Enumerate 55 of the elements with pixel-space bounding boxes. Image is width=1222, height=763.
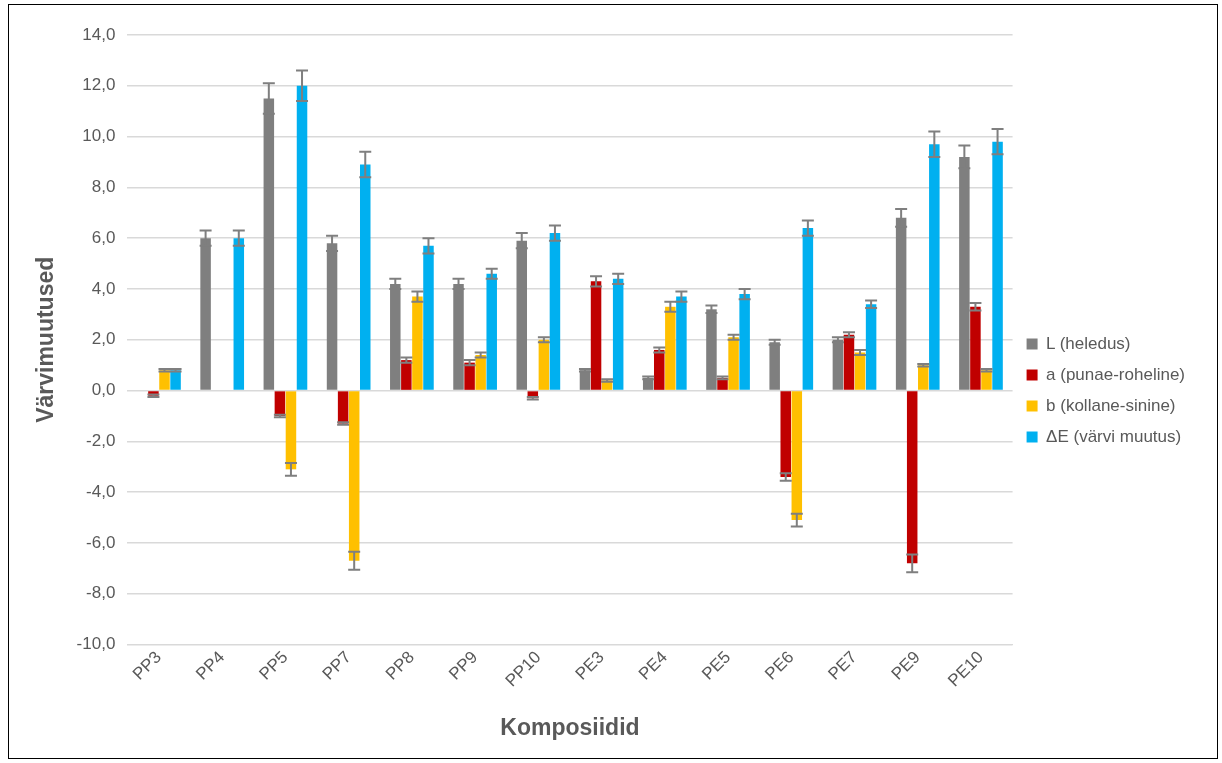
bar [780,391,791,477]
legend-label: L (heledus) [1046,333,1131,353]
bar [970,306,981,390]
bar [929,144,940,390]
x-tick-label: PP9 [445,647,482,684]
y-tick-label: 10,0 [82,126,116,146]
y-tick-label: 12,0 [82,75,116,95]
bar [992,141,1003,390]
bar [676,296,687,390]
bar [791,391,803,521]
y-tick-label: -6,0 [86,532,116,552]
bar [854,352,866,390]
bar [590,281,602,390]
bar [739,294,750,390]
y-tick-label: 8,0 [91,177,116,197]
legend-label: a (punae-roheline) [1046,364,1185,384]
bar [654,349,665,390]
legend-label: b (kollane-sinine) [1046,395,1176,415]
y-axis-title: Värvimuutused [32,256,59,423]
y-tick-label: 14,0 [82,24,116,44]
bar [843,334,855,390]
y-tick-label: -4,0 [86,481,116,501]
bar [865,304,877,390]
y-tick-label: 0,0 [91,380,116,400]
bar [728,337,739,390]
y-tick-label: 6,0 [91,227,116,247]
bar [337,391,349,424]
y-tick-label: 2,0 [91,329,116,349]
bar [423,245,434,390]
bar [296,85,308,390]
bar [360,164,371,390]
bar [464,362,475,390]
x-tick-label: PE9 [887,647,924,684]
bar [486,273,497,390]
legend-label: ΔE (värvi muutus) [1046,426,1182,446]
bar [918,365,929,390]
bar [769,342,780,390]
bar [285,391,297,470]
x-axis-title: Komposiidid [500,713,640,740]
bar [802,228,814,390]
bar [549,233,561,390]
bar [348,391,360,561]
bar [832,339,844,390]
bar [612,278,624,390]
bar [412,296,423,390]
bar [233,238,245,390]
y-tick-label: -8,0 [86,583,116,603]
bar [475,355,486,390]
bar [906,391,918,564]
y-tick-label: -10,0 [76,634,116,654]
bar [538,339,550,390]
y-tick-label: -2,0 [86,431,116,451]
bar [401,360,412,390]
bar [665,306,676,390]
y-tick-label: 4,0 [91,278,116,298]
